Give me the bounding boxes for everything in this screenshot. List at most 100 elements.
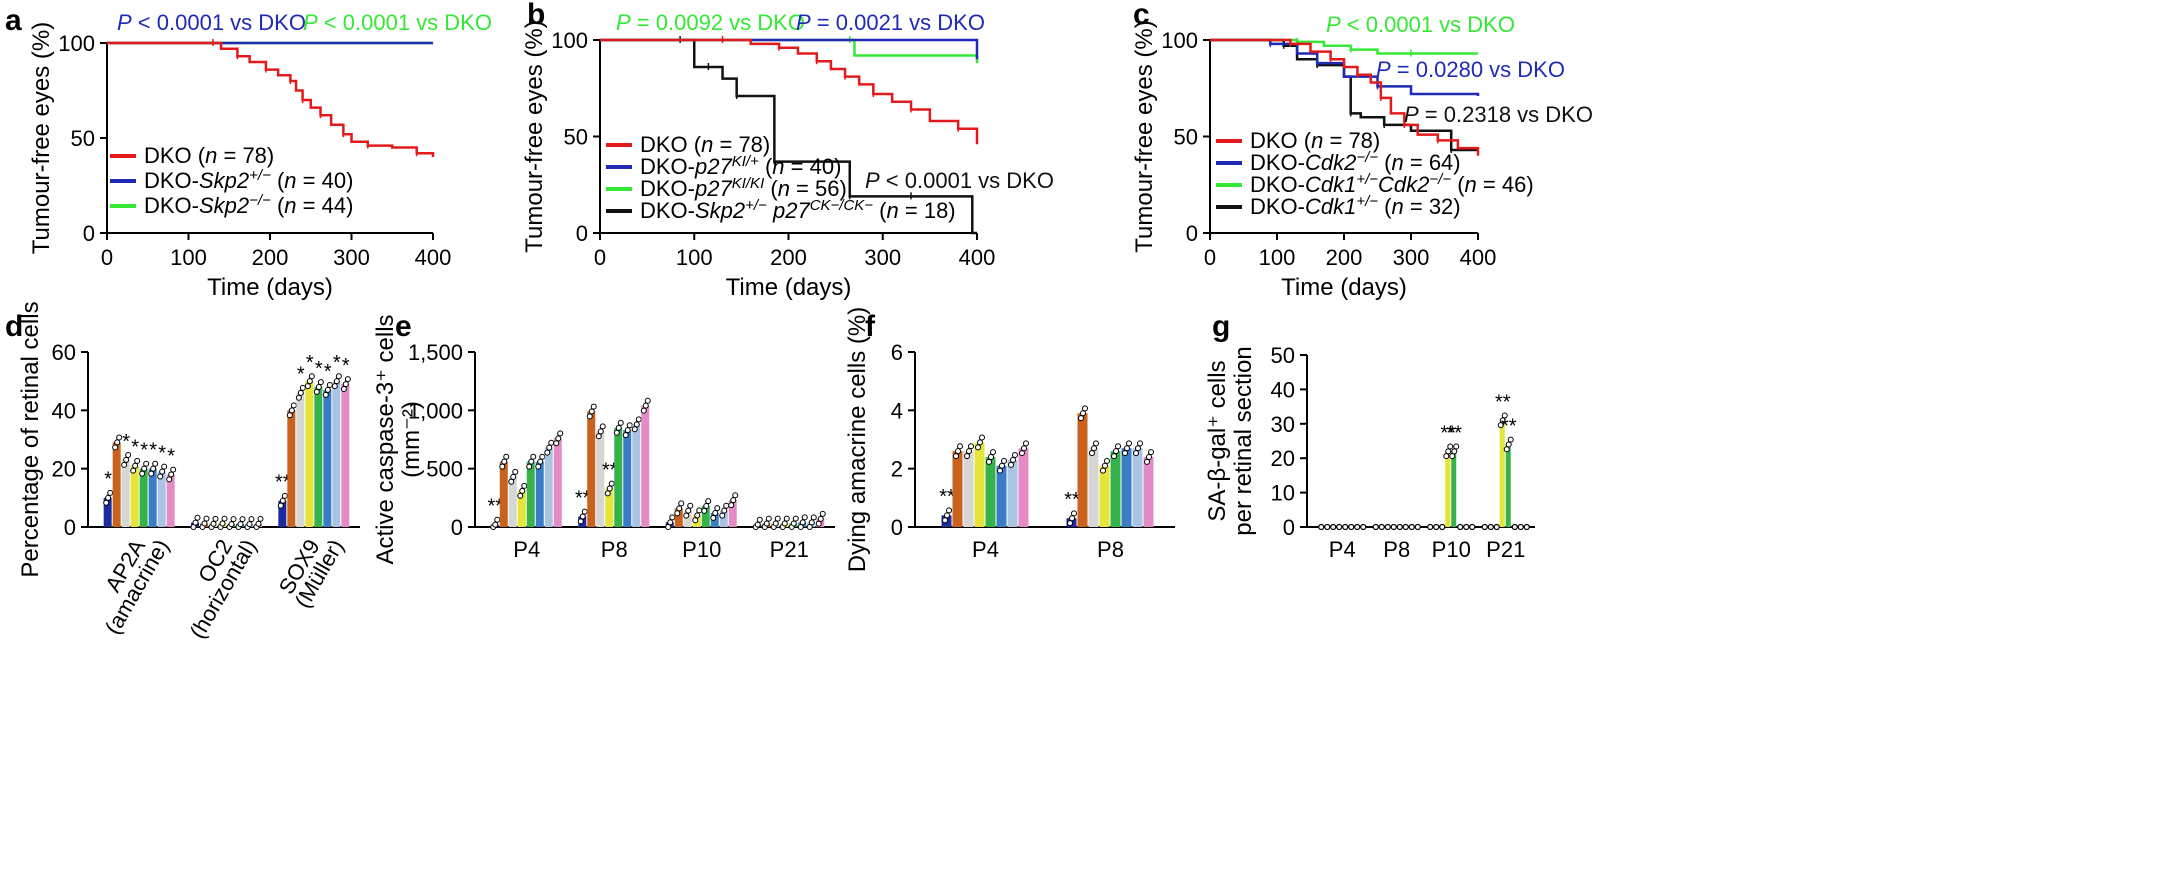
- data-point: [633, 421, 640, 428]
- legend-entry: DKO-Cdk1+/− (n = 32): [1250, 193, 1461, 220]
- data-point: [1012, 452, 1018, 459]
- significance-star: *: [315, 358, 323, 380]
- data-point: [150, 465, 157, 472]
- data-point: [121, 461, 128, 468]
- bar: [544, 447, 553, 527]
- data-point: [817, 515, 824, 522]
- data-point: [685, 507, 692, 514]
- category-label: P4: [1329, 537, 1356, 562]
- data-point: [599, 423, 606, 430]
- category-label: P4: [972, 537, 999, 562]
- y-tick-label: 60: [52, 340, 76, 365]
- data-point: [299, 384, 306, 391]
- y-tick-label: 1,000: [408, 398, 463, 423]
- bar: [985, 457, 996, 527]
- y-tick-label: 40: [52, 398, 76, 423]
- data-point: [494, 516, 501, 523]
- data-point: [1487, 523, 1494, 531]
- panel-letter-g: g: [1212, 310, 1230, 343]
- significance-star: **: [487, 496, 503, 518]
- y-axis-title: SA-β-gal⁺ cells: [1204, 360, 1231, 521]
- x-tick-label: 200: [1326, 245, 1363, 270]
- data-point: [604, 490, 611, 497]
- x-tick-label: 400: [1460, 245, 1497, 270]
- data-point: [125, 452, 132, 459]
- legend-entry: DKO-p27KI/KI (n = 56): [640, 175, 847, 202]
- p-value-annotation: P < 0.0001 vs DKO: [865, 168, 1054, 193]
- bar: [683, 510, 692, 527]
- data-point: [590, 403, 597, 410]
- bar: [963, 451, 974, 527]
- y-tick-label: 100: [551, 28, 588, 53]
- data-point: [790, 520, 797, 527]
- bar: [121, 459, 130, 527]
- data-point: [1124, 445, 1130, 452]
- data-point: [152, 460, 159, 467]
- data-point: [246, 521, 253, 528]
- x-tick-label: 300: [864, 245, 901, 270]
- data-point: [608, 480, 615, 487]
- data-point: [792, 515, 799, 522]
- data-point: [544, 449, 551, 456]
- data-point: [333, 378, 340, 385]
- data-point: [313, 388, 320, 395]
- significance-star: *: [158, 442, 166, 464]
- data-point: [1122, 450, 1128, 457]
- data-point: [712, 510, 719, 516]
- data-point: [537, 458, 544, 465]
- data-point: [763, 520, 770, 527]
- data-point: [103, 499, 110, 506]
- data-point: [315, 384, 322, 390]
- data-point: [170, 466, 177, 473]
- bar: [1077, 413, 1088, 527]
- data-point: [132, 462, 139, 469]
- data-point: [257, 515, 264, 522]
- data-point: [105, 494, 112, 501]
- legend-entry: DKO-Skp2+/− p27CK−/CK− (n = 18): [640, 197, 956, 224]
- bar: [632, 424, 641, 527]
- y-tick-label: 0: [83, 221, 95, 246]
- data-point: [539, 453, 546, 460]
- bar: [1143, 457, 1154, 527]
- bar: [587, 411, 596, 527]
- data-point: [640, 407, 647, 414]
- panel-letter-e: e: [395, 310, 412, 343]
- bar: [623, 430, 632, 527]
- y-tick-label: 0: [576, 221, 588, 246]
- data-point: [1133, 450, 1139, 457]
- significance-star: *: [149, 440, 157, 462]
- data-point: [1113, 448, 1119, 455]
- data-point: [946, 507, 952, 514]
- y-tick-label: 1,500: [408, 340, 463, 365]
- data-point: [1499, 417, 1506, 424]
- bar: [287, 410, 296, 527]
- data-point: [597, 428, 604, 435]
- data-point: [230, 516, 237, 523]
- data-point: [255, 520, 262, 527]
- data-point: [130, 467, 137, 474]
- y-axis-title-line2: (mm⁻²): [398, 401, 425, 478]
- p-value-annotation: P = 0.0021 vs DKO: [796, 10, 985, 35]
- data-point: [1384, 523, 1391, 531]
- data-point: [710, 514, 717, 521]
- data-point: [548, 439, 555, 446]
- data-point: [1396, 523, 1403, 531]
- data-point: [676, 505, 683, 512]
- bar: [139, 468, 148, 527]
- y-tick-label: 50: [564, 125, 588, 150]
- data-point: [528, 458, 535, 465]
- data-point: [517, 492, 524, 499]
- bar: [148, 468, 157, 527]
- bar: [701, 506, 710, 527]
- data-point: [705, 498, 712, 505]
- data-point: [964, 453, 970, 460]
- data-point: [1505, 441, 1512, 448]
- data-point: [1360, 523, 1367, 531]
- category-label: P21: [1486, 537, 1525, 562]
- significance-star: **: [602, 459, 618, 481]
- bar: [332, 381, 341, 527]
- data-point: [986, 458, 992, 465]
- y-tick-label: 4: [891, 398, 903, 423]
- significance-star: *: [140, 440, 148, 462]
